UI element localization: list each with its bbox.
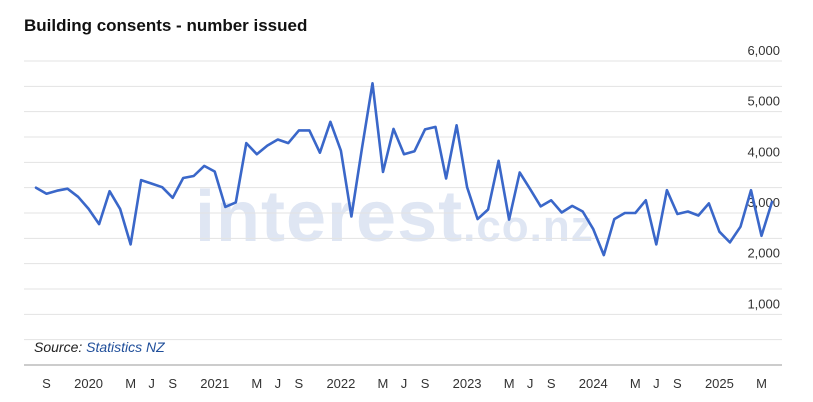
x-tick-label: 2023 [453, 376, 482, 391]
watermark-logo: interest.co.nz [195, 176, 594, 258]
x-tick-label: S [547, 376, 556, 391]
x-tick-label: J [527, 376, 534, 391]
y-tick-label: 5,000 [747, 94, 780, 109]
watermark-main: interest [195, 177, 464, 257]
x-tick-label: S [168, 376, 177, 391]
x-tick-label: M [251, 376, 262, 391]
source-note: Source: Statistics NZ [34, 339, 165, 355]
source-link[interactable]: Statistics NZ [86, 339, 165, 355]
x-tick-label: 2021 [200, 376, 229, 391]
x-tick-label: 2024 [579, 376, 608, 391]
x-tick-label: J [401, 376, 408, 391]
x-tick-label: M [125, 376, 136, 391]
x-tick-label: M [630, 376, 641, 391]
x-tick-label: M [378, 376, 389, 391]
x-tick-label: S [421, 376, 430, 391]
y-tick-label: 4,000 [747, 144, 780, 159]
y-tick-label: 2,000 [747, 246, 780, 261]
x-tick-label: 2020 [74, 376, 103, 391]
x-tick-label: S [673, 376, 682, 391]
x-tick-label: S [42, 376, 51, 391]
x-tick-label: M [504, 376, 515, 391]
x-tick-label: J [275, 376, 282, 391]
chart-title: Building consents - number issued [24, 16, 308, 35]
source-label: Source: [34, 339, 83, 355]
x-tick-label: J [148, 376, 155, 391]
watermark-suffix: .co.nz [463, 202, 594, 251]
series-line [34, 82, 774, 257]
x-tick-label: S [295, 376, 304, 391]
x-tick-label: J [653, 376, 660, 391]
x-tick-label: 2022 [326, 376, 355, 391]
y-tick-label: 1,000 [747, 296, 780, 311]
x-tick-label: M [756, 376, 767, 391]
x-tick-label: 2025 [705, 376, 734, 391]
y-tick-label: 6,000 [747, 43, 780, 58]
